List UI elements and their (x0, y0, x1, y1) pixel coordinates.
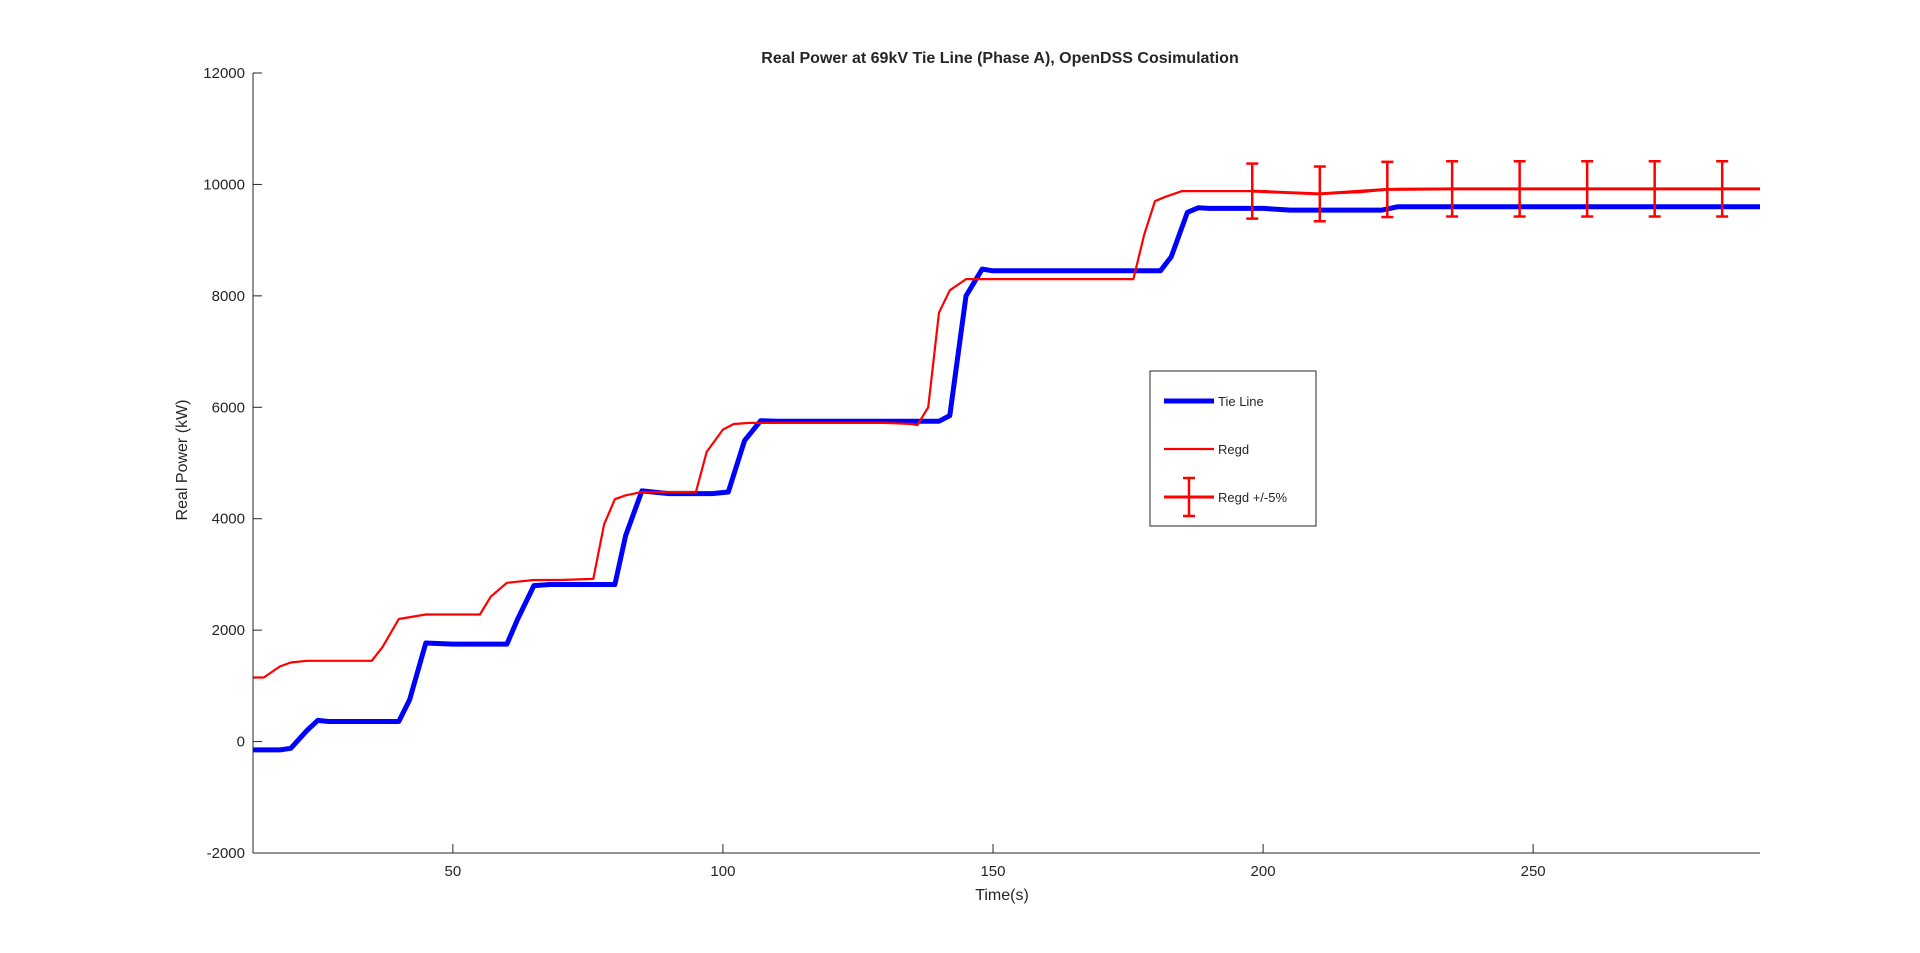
error-bar (1246, 162, 1259, 220)
legend: Tie Line Regd Regd +/-5% (1149, 370, 1317, 527)
legend-item: Tie Line (1164, 394, 1264, 409)
y-tick-label: 8000 (212, 288, 245, 305)
error-bar (1381, 160, 1394, 219)
y-axis-label: Real Power (kW) (174, 400, 191, 521)
legend-item: Regd +/-5% (1164, 476, 1287, 518)
legend-label: Tie Line (1218, 394, 1264, 409)
error-bar (1446, 160, 1459, 218)
error-bar (1648, 160, 1661, 218)
series-regd-line (253, 187, 1760, 679)
y-tick-label: -2000 (207, 845, 245, 862)
legend-label: Regd +/-5% (1218, 490, 1287, 505)
y-tick-label: 6000 (212, 399, 245, 416)
y-tick-label: 10000 (203, 176, 245, 193)
error-bar (1513, 160, 1526, 218)
error-bar (1716, 160, 1729, 218)
error-bar (1313, 165, 1326, 223)
plot-lines (253, 160, 1760, 753)
y-tick-label: 4000 (212, 511, 245, 528)
x-axis-label: Time(s) (975, 887, 1029, 904)
x-tick-label: 50 (445, 863, 462, 880)
y-tick-label: 2000 (212, 622, 245, 639)
series-tie-line-line (253, 204, 1760, 753)
y-tick-label: 12000 (203, 65, 245, 82)
x-tick-label: 250 (1521, 863, 1546, 880)
series-regd-errorbar-line (1252, 187, 1760, 196)
x-tick-label: 150 (980, 863, 1005, 880)
chart-title: Real Power at 69kV Tie Line (Phase A), O… (761, 50, 1238, 67)
x-tick-label: 200 (1251, 863, 1276, 880)
x-tick-label: 100 (710, 863, 735, 880)
error-bar (1581, 160, 1594, 218)
legend-label: Regd (1218, 442, 1249, 457)
y-tick-label: 0 (237, 734, 245, 751)
legend-item: Regd (1164, 442, 1249, 457)
axes: 50 100 150 200 250 -2000 0 2000 4000 6000 8000 1000… (203, 65, 1760, 880)
